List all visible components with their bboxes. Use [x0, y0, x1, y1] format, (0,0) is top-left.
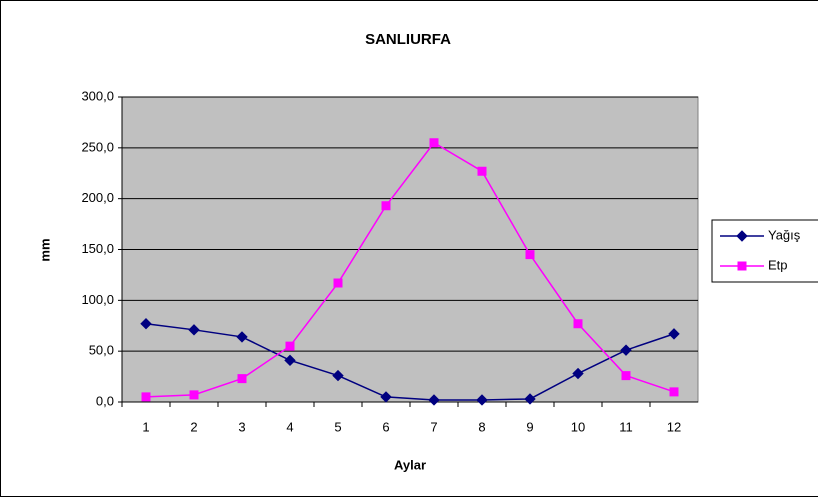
marker [381, 201, 391, 211]
marker [236, 331, 248, 343]
marker [477, 166, 487, 176]
x-axis-label: Aylar [394, 457, 426, 472]
marker [736, 230, 748, 242]
x-tick-label: 10 [571, 419, 585, 434]
x-tick-label: 3 [238, 419, 245, 434]
y-tick-label: 0,0 [96, 393, 114, 408]
y-tick-label: 300,0 [81, 88, 114, 103]
legend-box [711, 219, 818, 283]
x-tick-label: 6 [382, 419, 389, 434]
x-tick-label: 7 [430, 419, 437, 434]
marker [285, 341, 295, 351]
marker [476, 394, 488, 406]
marker [333, 278, 343, 288]
y-tick-label: 150,0 [81, 241, 114, 256]
marker [189, 390, 199, 400]
marker [524, 393, 536, 405]
marker [668, 328, 680, 340]
y-tick-label: 250,0 [81, 139, 114, 154]
y-tick-label: 200,0 [81, 190, 114, 205]
x-tick-label: 5 [334, 419, 341, 434]
x-tick-label: 9 [526, 419, 533, 434]
x-tick-label: 11 [619, 419, 633, 434]
marker [573, 319, 583, 329]
y-axis-label: mm [37, 238, 52, 261]
marker [428, 394, 440, 406]
x-tick-label: 2 [190, 419, 197, 434]
x-tick-label: 12 [667, 419, 681, 434]
marker [620, 344, 632, 356]
chart-title: SANLIURFA [365, 31, 451, 48]
marker [429, 138, 439, 148]
marker [284, 354, 296, 367]
marker [621, 371, 631, 381]
marker [669, 387, 679, 397]
marker [141, 392, 151, 402]
y-tick-label: 100,0 [81, 292, 114, 307]
series-line [145, 141, 675, 398]
legend-label: Etp [768, 257, 788, 272]
marker [572, 367, 584, 380]
legend-label: Yağış [768, 227, 801, 242]
x-tick-label: 4 [286, 419, 293, 434]
marker [140, 318, 152, 330]
marker [237, 374, 247, 384]
marker [380, 391, 392, 403]
x-tick-label: 8 [478, 419, 485, 434]
marker [737, 261, 747, 271]
marker [332, 369, 344, 382]
marker [525, 250, 535, 260]
series-line [145, 322, 675, 401]
y-tick-label: 50,0 [89, 343, 114, 358]
marker [188, 324, 200, 336]
x-tick-label: 1 [142, 419, 149, 434]
